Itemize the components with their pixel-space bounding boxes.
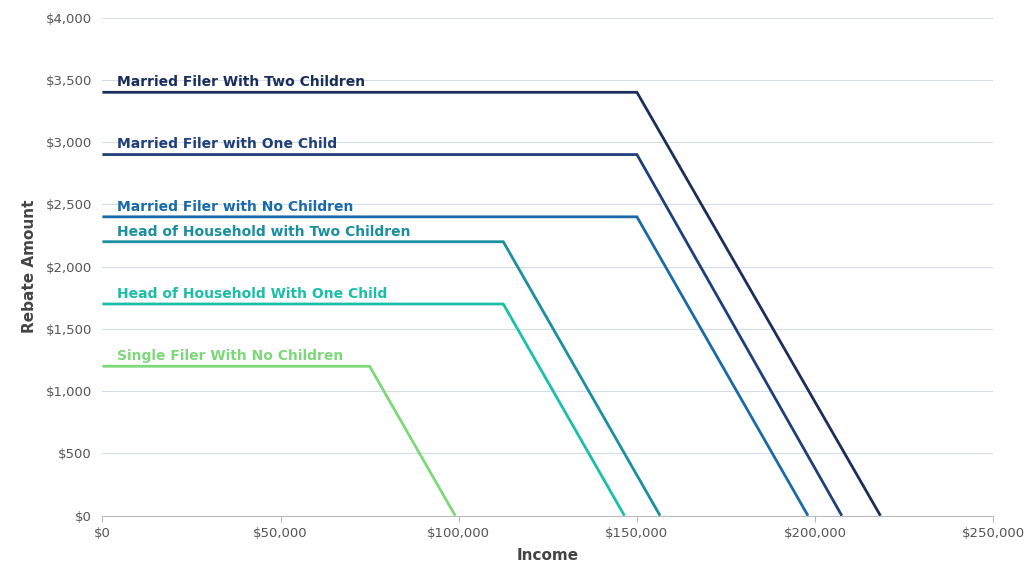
- Text: Head of Household With One Child: Head of Household With One Child: [117, 287, 387, 301]
- Text: Married Filer With Two Children: Married Filer With Two Children: [117, 75, 365, 89]
- X-axis label: Income: Income: [517, 548, 579, 563]
- Text: Single Filer With No Children: Single Filer With No Children: [117, 349, 343, 363]
- Text: Head of Household with Two Children: Head of Household with Two Children: [117, 224, 411, 239]
- Text: Married Filer with One Child: Married Filer with One Child: [117, 138, 337, 151]
- Text: Married Filer with No Children: Married Filer with No Children: [117, 200, 353, 214]
- Y-axis label: Rebate Amount: Rebate Amount: [23, 200, 37, 333]
